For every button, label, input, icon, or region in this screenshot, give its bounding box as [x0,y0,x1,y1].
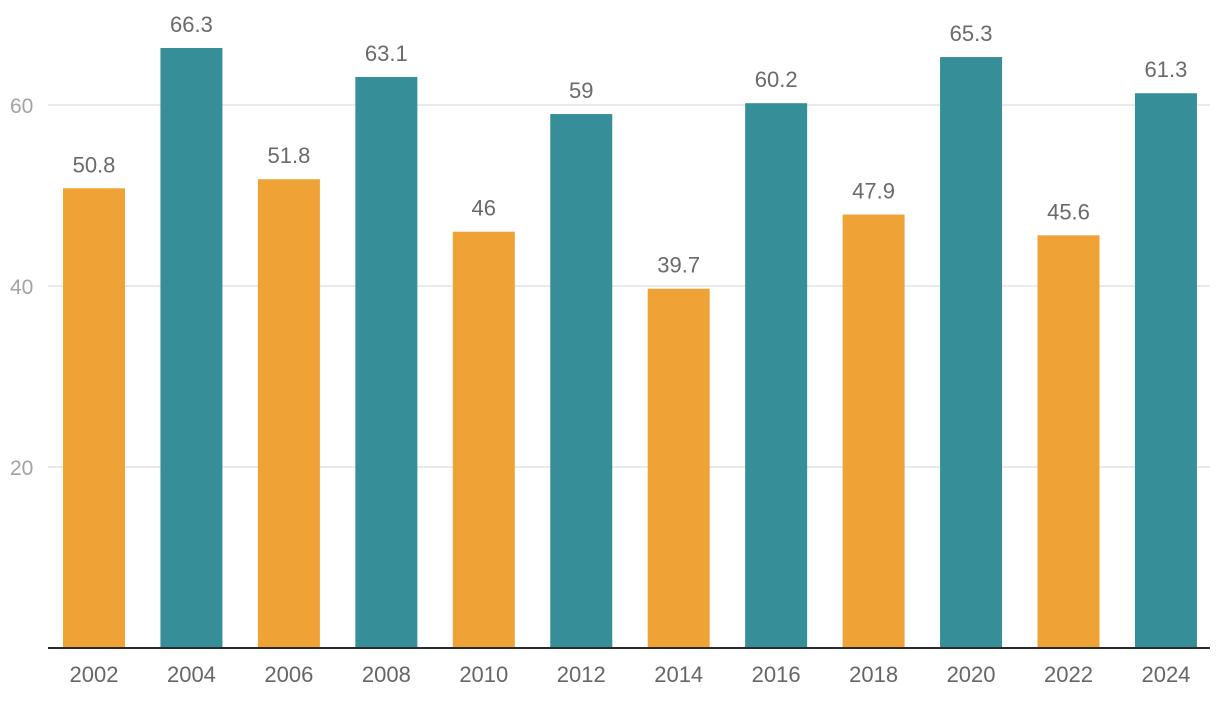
x-tick-label-2014: 2014 [654,662,703,687]
bar-2008 [355,76,418,648]
data-labels: 50.8 66.3 51.8 63.1 46 59 39.7 60.2 47.9 65.3 45.6… [73,12,1188,278]
bar-2020 [940,57,1003,648]
data-label-2014: 39.7 [657,253,700,278]
data-label-2012: 59 [569,78,593,103]
axes: 20 40 60 2002 2004 2006 2008 2010 2012 2014 2016 20… [10,95,1210,687]
bar-2002 [63,188,125,649]
x-tick-label-2012: 2012 [557,662,606,687]
bar-2024 [1134,93,1197,648]
x-tick-label-2010: 2010 [459,662,508,687]
x-tick-label-2024: 2024 [1141,662,1190,687]
x-tick-label-2002: 2002 [70,662,119,687]
data-label-2022: 45.6 [1047,199,1090,224]
bar-2014 [647,288,710,648]
data-label-2004: 66.3 [170,12,213,37]
data-label-2008: 63.1 [365,41,408,66]
data-label-2020: 65.3 [950,21,993,46]
x-tick-label-2004: 2004 [167,662,216,687]
x-tick-label-2020: 2020 [947,662,996,687]
bar-2004 [160,48,223,648]
bar-2018 [842,214,905,648]
data-label-2018: 47.9 [852,179,895,204]
bars [63,48,1197,649]
bar-2006 [257,179,320,648]
x-tick-label-2018: 2018 [849,662,898,687]
gridlines [48,104,1210,468]
bar-2012 [550,114,613,648]
x-tick-label-2006: 2006 [264,662,313,687]
x-tick-label-2022: 2022 [1044,662,1093,687]
bar-2010 [452,231,515,649]
bar-2022 [1037,235,1100,648]
data-label-2002: 50.8 [73,152,116,177]
y-tick-label-60: 60 [10,95,33,118]
data-label-2010: 46 [472,196,496,221]
y-tick-label-20: 20 [10,457,33,480]
data-label-2024: 61.3 [1145,57,1188,82]
bar-2016 [745,103,808,649]
y-tick-label-40: 40 [10,276,33,299]
x-tick-label-2008: 2008 [362,662,411,687]
x-tick-label-2016: 2016 [752,662,801,687]
data-label-2016: 60.2 [755,67,798,92]
data-label-2006: 51.8 [267,143,310,168]
